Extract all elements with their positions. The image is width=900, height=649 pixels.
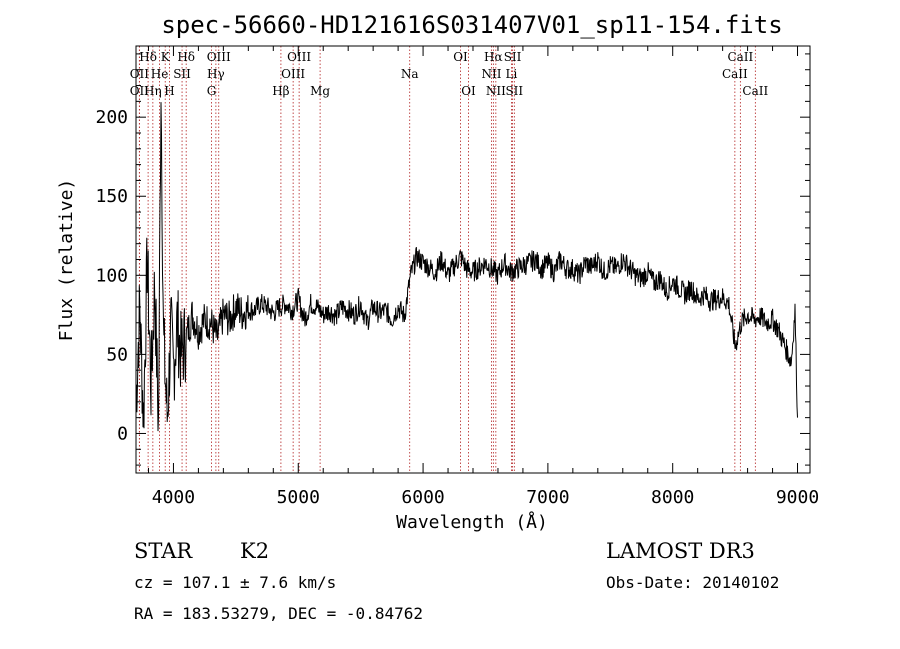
x-tick-label: 6000 xyxy=(401,487,444,508)
spectral-line-label: He xyxy=(151,67,169,81)
spectral-line-label: CaII xyxy=(722,67,748,81)
spectral-line-label: SII xyxy=(173,67,191,81)
spectral-line-label: OII xyxy=(130,67,150,81)
spectral-line-label: Li xyxy=(506,67,518,81)
spectral-line-label: Mg xyxy=(310,84,330,98)
spectral-line-label: CaII xyxy=(727,50,753,64)
chart-title: spec-56660-HD121616S031407V01_sp11-154.f… xyxy=(161,11,782,39)
survey-name: LAMOST DR3 xyxy=(606,539,755,563)
spectral-line-label: NII xyxy=(486,84,506,98)
y-axis: 0 50 100 150 200 xyxy=(95,53,810,466)
y-tick-label: 50 xyxy=(106,344,128,365)
y-axis-label: Flux (relative) xyxy=(56,179,77,342)
spectral-line-label: NII xyxy=(481,67,501,81)
spectral-line-label: OIII xyxy=(287,50,311,64)
spectral-line-label: Na xyxy=(401,67,419,81)
spectral-line-label: Hα xyxy=(484,50,503,64)
spectral-line-label: OIII xyxy=(207,50,231,64)
spectral-line-label: OI xyxy=(461,84,476,98)
spectral-line-label: K xyxy=(161,50,171,64)
y-tick-label: 100 xyxy=(95,265,128,286)
coordinates: RA = 183.53279, DEC = -0.84762 xyxy=(134,604,423,623)
redshift-info: cz = 107.1 ± 7.6 km/s xyxy=(134,573,336,592)
plot-frame xyxy=(135,45,811,474)
x-tick-label: 4000 xyxy=(152,487,195,508)
spectral-line-label: Hδ xyxy=(139,50,157,64)
obs-date: Obs-Date: 20140102 xyxy=(606,573,779,592)
object-subclass: K2 xyxy=(240,539,269,563)
object-class: STAR xyxy=(134,539,193,563)
spectral-line-label: Hγ xyxy=(207,67,225,81)
spectrum-series xyxy=(135,102,798,432)
y-tick-label: 200 xyxy=(95,107,128,128)
x-tick-label: 8000 xyxy=(651,487,694,508)
spectral-line-label: SII xyxy=(505,84,523,98)
y-tick-label: 150 xyxy=(95,186,128,207)
spectral-line-label: Hη xyxy=(144,84,162,98)
spectral-line-label: OIII xyxy=(281,67,305,81)
spectral-line-labels: Hδ OII OII K He Hη Hδ SII H OIII Hγ G OIII OIII Hβ Mg Na… xyxy=(130,50,769,98)
spectral-line-label: OI xyxy=(453,50,468,64)
spectral-line-label: Hδ xyxy=(177,50,195,64)
spectral-line-label: CaII xyxy=(742,84,768,98)
spectral-line-label: G xyxy=(207,84,217,98)
x-axis-label: Wavelength (Å) xyxy=(396,511,548,533)
x-tick-label: 7000 xyxy=(526,487,569,508)
x-tick-label: 5000 xyxy=(277,487,320,508)
x-tick-label: 9000 xyxy=(776,487,819,508)
spectral-line-label: H xyxy=(164,84,174,98)
spectral-line-markers xyxy=(138,46,756,473)
y-tick-label: 0 xyxy=(117,423,128,444)
spectral-line-label: SII xyxy=(504,50,522,64)
spectrum-line xyxy=(135,102,798,432)
spectral-line-label: OII xyxy=(130,84,150,98)
spectral-line-label: Hβ xyxy=(272,84,289,98)
x-axis: 4000 5000 6000 7000 8000 9000 xyxy=(147,46,819,508)
